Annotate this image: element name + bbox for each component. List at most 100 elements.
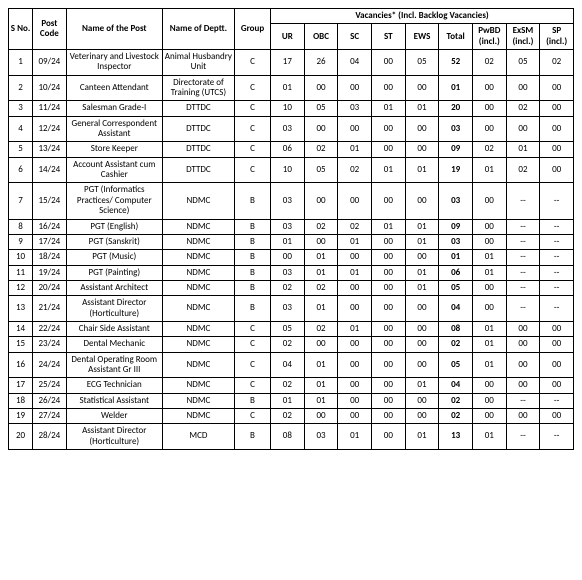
cell-pwbd: 01 xyxy=(472,337,506,352)
cell-exsm: 00 xyxy=(506,321,540,336)
cell-obc: 00 xyxy=(304,75,338,101)
cell-name: General Correspondent Assistant xyxy=(66,116,162,142)
cell-sc: 00 xyxy=(338,378,372,393)
cell-dept: NDMC xyxy=(162,183,234,219)
cell-sp: -- xyxy=(540,265,574,280)
cell-obc: 02 xyxy=(304,280,338,295)
cell-ur: 06 xyxy=(271,142,305,157)
cell-code: 28/24 xyxy=(33,424,67,450)
cell-exsm: -- xyxy=(506,183,540,219)
cell-pwbd: 01 xyxy=(472,157,506,183)
cell-exsm: -- xyxy=(506,234,540,249)
cell-st: 00 xyxy=(372,50,406,76)
cell-st: 01 xyxy=(372,157,406,183)
cell-group: B xyxy=(234,296,270,322)
cell-sc: 00 xyxy=(338,75,372,101)
cell-sp: 00 xyxy=(540,75,574,101)
cell-sp: -- xyxy=(540,424,574,450)
cell-group: B xyxy=(234,265,270,280)
cell-dept: DTTDC xyxy=(162,116,234,142)
cell-group: B xyxy=(234,219,270,234)
cell-code: 18/24 xyxy=(33,250,67,265)
cell-name: PGT (Painting) xyxy=(66,265,162,280)
cell-code: 15/24 xyxy=(33,183,67,219)
cell-ews: 00 xyxy=(405,393,439,408)
table-row: 109/24Veterinary and Livestock Inspector… xyxy=(9,50,574,76)
cell-total: 52 xyxy=(439,50,473,76)
cell-dept: NDMC xyxy=(162,352,234,378)
cell-sno: 17 xyxy=(9,378,33,393)
cell-ews: 01 xyxy=(405,280,439,295)
cell-ews: 01 xyxy=(405,424,439,450)
cell-group: B xyxy=(234,250,270,265)
cell-ews: 01 xyxy=(405,219,439,234)
cell-code: 16/24 xyxy=(33,219,67,234)
cell-st: 00 xyxy=(372,424,406,450)
cell-obc: 05 xyxy=(304,101,338,116)
cell-sno: 2 xyxy=(9,75,33,101)
cell-ews: 00 xyxy=(405,408,439,423)
cell-dept: Directorate of Training (UTCS) xyxy=(162,75,234,101)
cell-pwbd: 00 xyxy=(472,408,506,423)
cell-pwbd: 01 xyxy=(472,250,506,265)
cell-total: 08 xyxy=(439,321,473,336)
table-header: S No. Post Code Name of the Post Name of… xyxy=(9,9,574,50)
cell-sp: 00 xyxy=(540,142,574,157)
cell-obc: 01 xyxy=(304,378,338,393)
cell-pwbd: 00 xyxy=(472,280,506,295)
table-row: 311/24Salesman Grade-IDTTDCC100503010120… xyxy=(9,101,574,116)
cell-dept: NDMC xyxy=(162,321,234,336)
cell-name: Account Assistant cum Cashier xyxy=(66,157,162,183)
cell-st: 00 xyxy=(372,183,406,219)
cell-exsm: -- xyxy=(506,424,540,450)
cell-code: 17/24 xyxy=(33,234,67,249)
cell-ur: 02 xyxy=(271,408,305,423)
cell-sno: 12 xyxy=(9,280,33,295)
cell-sc: 00 xyxy=(338,296,372,322)
cell-name: Assistant Director (Horticulture) xyxy=(66,296,162,322)
cell-total: 01 xyxy=(439,250,473,265)
cell-st: 00 xyxy=(372,352,406,378)
cell-total: 04 xyxy=(439,296,473,322)
cell-ews: 00 xyxy=(405,352,439,378)
cell-name: Welder xyxy=(66,408,162,423)
cell-sp: 00 xyxy=(540,408,574,423)
cell-name: Dental Mechanic xyxy=(66,337,162,352)
cell-ur: 17 xyxy=(271,50,305,76)
h-obc: OBC xyxy=(304,24,338,50)
cell-sno: 1 xyxy=(9,50,33,76)
table-row: 614/24Account Assistant cum CashierDTTDC… xyxy=(9,157,574,183)
cell-dept: NDMC xyxy=(162,280,234,295)
cell-pwbd: 00 xyxy=(472,75,506,101)
cell-sno: 16 xyxy=(9,352,33,378)
h-sp: SP (incl.) xyxy=(540,24,574,50)
cell-obc: 01 xyxy=(304,250,338,265)
table-row: 1220/24Assistant ArchitectNDMCB020200000… xyxy=(9,280,574,295)
cell-code: 09/24 xyxy=(33,50,67,76)
table-row: 1927/24WelderNDMCC020000000002000000 xyxy=(9,408,574,423)
cell-obc: 05 xyxy=(304,157,338,183)
cell-total: 05 xyxy=(439,280,473,295)
cell-dept: DTTDC xyxy=(162,142,234,157)
cell-ur: 10 xyxy=(271,101,305,116)
cell-exsm: -- xyxy=(506,250,540,265)
cell-sp: -- xyxy=(540,219,574,234)
cell-code: 23/24 xyxy=(33,337,67,352)
cell-st: 00 xyxy=(372,321,406,336)
h-sno: S No. xyxy=(9,9,33,50)
cell-ews: 05 xyxy=(405,50,439,76)
cell-ews: 01 xyxy=(405,378,439,393)
cell-sc: 00 xyxy=(338,408,372,423)
cell-pwbd: 00 xyxy=(472,234,506,249)
cell-pwbd: 00 xyxy=(472,219,506,234)
cell-sc: 00 xyxy=(338,393,372,408)
cell-sp: -- xyxy=(540,234,574,249)
cell-sc: 01 xyxy=(338,321,372,336)
h-exsm: ExSM (incl.) xyxy=(506,24,540,50)
cell-st: 00 xyxy=(372,75,406,101)
cell-dept: NDMC xyxy=(162,219,234,234)
cell-name: Statistical Assistant xyxy=(66,393,162,408)
cell-ews: 00 xyxy=(405,296,439,322)
cell-obc: 00 xyxy=(304,337,338,352)
cell-ur: 02 xyxy=(271,337,305,352)
